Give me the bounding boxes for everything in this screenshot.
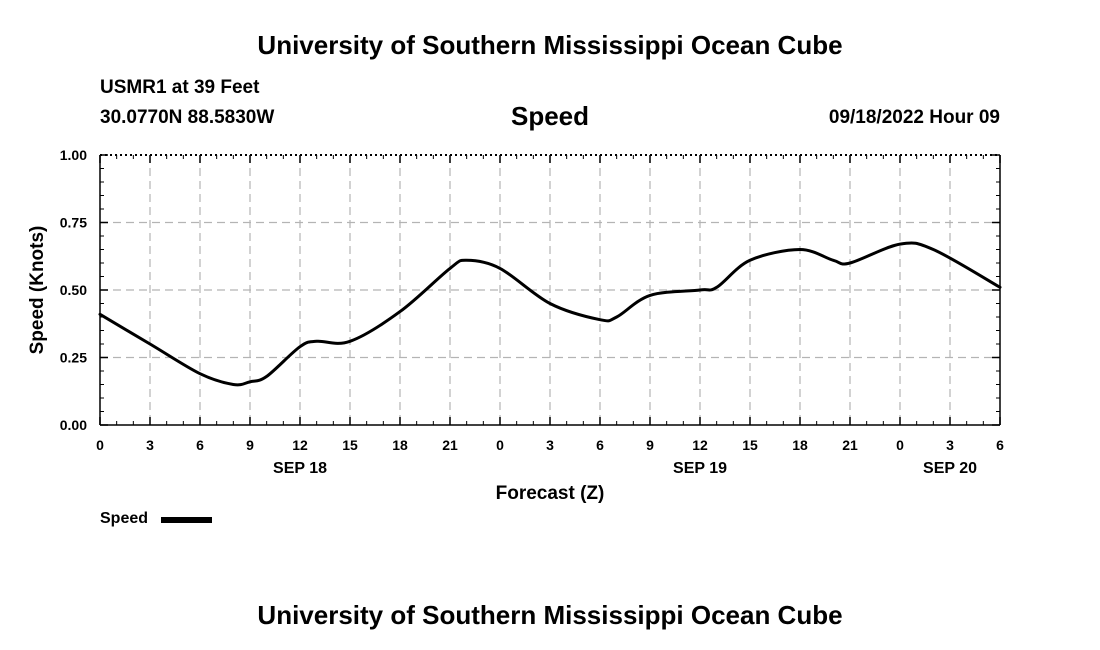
x-tick-label: 6: [596, 437, 604, 453]
x-tick-label: 12: [292, 437, 308, 453]
x-tick-label: 15: [342, 437, 358, 453]
x-tick-label: 18: [392, 437, 408, 453]
y-tick-label: 1.00: [60, 147, 87, 163]
date-label: SEP 18: [273, 460, 327, 477]
y-tick-label: 0.00: [60, 417, 87, 433]
x-tick-label: 0: [96, 437, 104, 453]
variable-title: Speed: [510, 101, 590, 131]
x-tick-label: 12: [692, 437, 708, 453]
x-tick-label: 3: [146, 437, 154, 453]
timestamp-label: 09/18/2022 Hour 09: [828, 107, 1000, 128]
tick-layer: [99, 154, 1001, 426]
location-label: 30.0770N 88.5830W: [100, 107, 275, 128]
legend-line-swatch: [161, 517, 212, 523]
y-tick-label: 0.75: [60, 215, 87, 231]
x-tick-label: 3: [946, 437, 954, 453]
y-tick-label: 0.50: [60, 282, 87, 298]
x-tick-label: 15: [742, 437, 758, 453]
x-tick-label: 0: [496, 437, 504, 453]
x-tick-label: 21: [842, 437, 858, 453]
legend-label: Speed: [100, 510, 149, 527]
x-tick-label: 6: [196, 437, 204, 453]
grid-layer: [100, 155, 1000, 425]
footer-title: University of Southern Mississippi Ocean…: [257, 600, 843, 630]
date-label: SEP 19: [673, 460, 727, 477]
chart-title: University of Southern Mississippi Ocean…: [257, 30, 843, 60]
y-axis-label: Speed (Knots): [27, 225, 48, 355]
x-tick-label: 21: [442, 437, 458, 453]
x-tick-label: 0: [896, 437, 904, 453]
x-tick-label: 3: [546, 437, 554, 453]
station-label: USMR1 at 39 Feet: [100, 77, 260, 98]
x-tick-label: 18: [792, 437, 808, 453]
label-layer: 0 3 6 9 12 15 18 21 0 3 6 9 12 15 18 21 0 3 6 0.00 0.25 0.50 0…: [60, 147, 1004, 477]
x-tick-label: 9: [246, 437, 254, 453]
series-line-speed: [98, 241, 1002, 387]
date-label: SEP 20: [923, 460, 977, 477]
x-axis-label: Forecast (Z): [495, 483, 605, 504]
x-tick-label: 6: [996, 437, 1004, 453]
x-tick-label: 9: [646, 437, 654, 453]
y-tick-label: 0.25: [60, 350, 87, 366]
